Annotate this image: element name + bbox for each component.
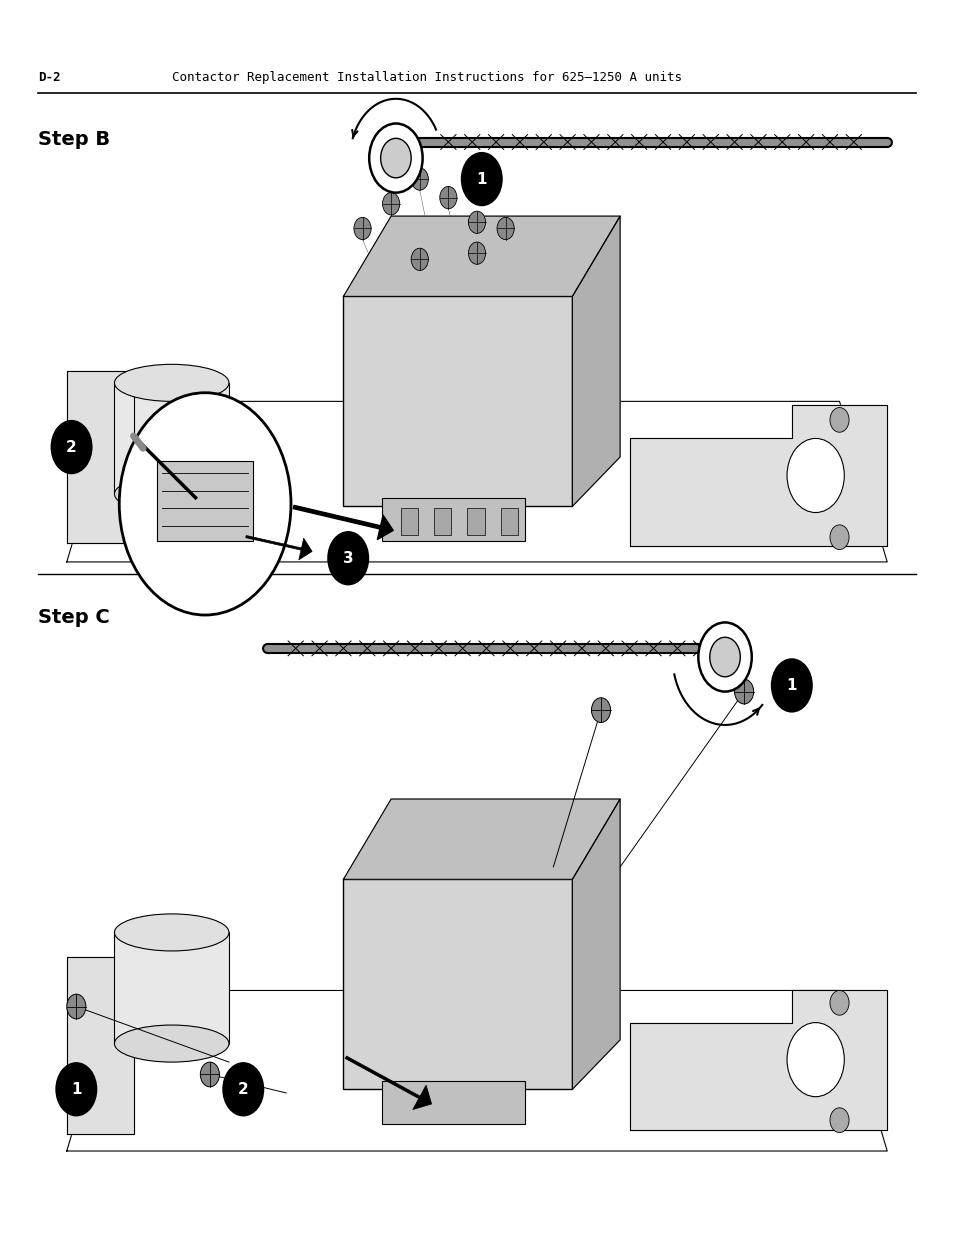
- Polygon shape: [343, 216, 619, 296]
- Circle shape: [439, 186, 456, 209]
- Polygon shape: [67, 990, 886, 1151]
- Polygon shape: [343, 799, 619, 879]
- Circle shape: [709, 637, 740, 677]
- Circle shape: [200, 1062, 219, 1087]
- Polygon shape: [67, 401, 886, 562]
- Polygon shape: [67, 957, 133, 1134]
- Circle shape: [591, 698, 610, 722]
- Text: Step B: Step B: [38, 130, 111, 148]
- Circle shape: [222, 1062, 264, 1116]
- Circle shape: [829, 990, 848, 1015]
- Circle shape: [119, 393, 291, 615]
- Circle shape: [380, 138, 411, 178]
- Text: 1: 1: [785, 678, 797, 693]
- Ellipse shape: [114, 475, 229, 513]
- Circle shape: [770, 658, 812, 713]
- FancyBboxPatch shape: [400, 508, 417, 535]
- Ellipse shape: [114, 914, 229, 951]
- Circle shape: [369, 124, 422, 193]
- Text: Contactor Replacement Installation Instructions for 625–1250 A units: Contactor Replacement Installation Instr…: [172, 70, 681, 84]
- Circle shape: [734, 679, 753, 704]
- Polygon shape: [629, 405, 886, 546]
- Circle shape: [382, 193, 399, 215]
- Circle shape: [327, 531, 369, 585]
- Circle shape: [786, 1023, 843, 1097]
- Text: 3: 3: [342, 551, 354, 566]
- Circle shape: [468, 211, 485, 233]
- Polygon shape: [572, 216, 619, 506]
- Circle shape: [67, 994, 86, 1019]
- FancyBboxPatch shape: [381, 1081, 524, 1124]
- Circle shape: [468, 242, 485, 264]
- Circle shape: [497, 217, 514, 240]
- Polygon shape: [572, 799, 619, 1089]
- FancyBboxPatch shape: [434, 508, 451, 535]
- Circle shape: [51, 420, 92, 474]
- Circle shape: [411, 248, 428, 270]
- Circle shape: [698, 622, 751, 692]
- Circle shape: [460, 152, 502, 206]
- Polygon shape: [67, 370, 133, 543]
- Circle shape: [829, 525, 848, 550]
- FancyBboxPatch shape: [467, 508, 484, 535]
- Ellipse shape: [114, 364, 229, 401]
- FancyBboxPatch shape: [157, 461, 253, 541]
- FancyBboxPatch shape: [114, 383, 229, 494]
- FancyBboxPatch shape: [343, 296, 572, 506]
- Polygon shape: [629, 990, 886, 1130]
- FancyBboxPatch shape: [500, 508, 517, 535]
- FancyBboxPatch shape: [343, 879, 572, 1089]
- Circle shape: [354, 217, 371, 240]
- FancyBboxPatch shape: [114, 932, 229, 1044]
- Circle shape: [55, 1062, 97, 1116]
- Text: 1: 1: [71, 1082, 82, 1097]
- Text: Step C: Step C: [38, 608, 110, 626]
- Text: 2: 2: [66, 440, 77, 454]
- Circle shape: [829, 1108, 848, 1132]
- Text: 1: 1: [476, 172, 487, 186]
- Text: D-2: D-2: [38, 70, 61, 84]
- FancyBboxPatch shape: [381, 498, 524, 541]
- Circle shape: [786, 438, 843, 513]
- Ellipse shape: [114, 1025, 229, 1062]
- Circle shape: [829, 408, 848, 432]
- Circle shape: [411, 168, 428, 190]
- Text: 2: 2: [237, 1082, 249, 1097]
